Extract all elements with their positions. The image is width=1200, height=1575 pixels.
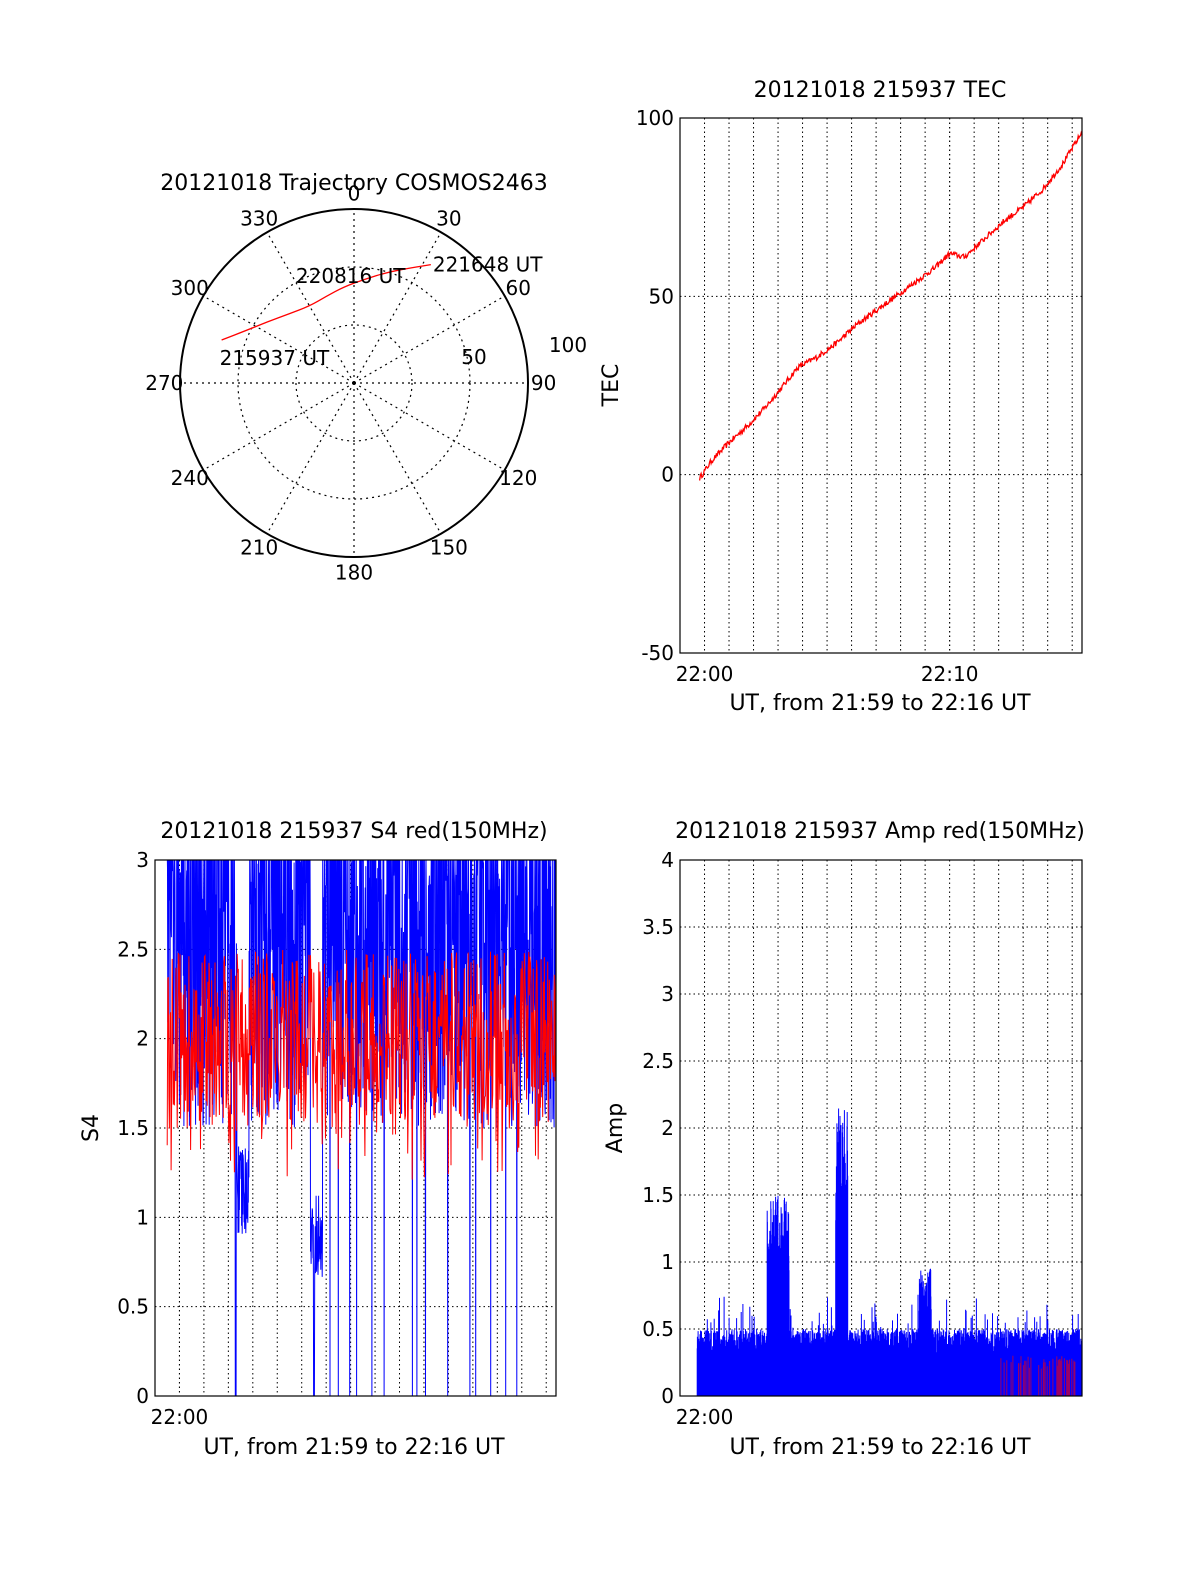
polar-ring-1 xyxy=(295,324,413,442)
polar-angle-label-210: 210 xyxy=(240,535,278,559)
polar-outer-circle xyxy=(179,208,529,558)
amp-ylabel: Amp xyxy=(603,1103,628,1153)
s4-ytick-0: 0 xyxy=(136,1384,149,1408)
polar-spoke-120 xyxy=(353,382,505,471)
amp-ytick-0: 0 xyxy=(661,1384,674,1408)
s4-title: 20121018 215937 S4 red(150MHz) xyxy=(160,819,547,844)
polar-angle-label-240: 240 xyxy=(171,466,209,490)
s4-ytick-1.5: 1.5 xyxy=(117,1116,149,1140)
amp-series-red xyxy=(1000,1355,1076,1396)
polar-angle-label-330: 330 xyxy=(240,207,278,231)
s4-ytick-2.5: 2.5 xyxy=(117,937,149,961)
tec-frame xyxy=(679,117,1083,654)
polar-angle-label-0: 0 xyxy=(348,181,361,205)
trajectory-annotation-1: 215937 UT xyxy=(220,346,330,370)
polar-spoke-30 xyxy=(353,232,442,384)
amp-xtick-2200: 22:00 xyxy=(676,1405,734,1429)
amp-title: 20121018 215937 Amp red(150MHz) xyxy=(675,819,1085,844)
s4-series-red xyxy=(166,949,556,1180)
trajectory-title: 20121018 Trajectory COSMOS2463 xyxy=(160,171,547,196)
trajectory-polar-chart: 20121018 Trajectory COSMOS2463 0 30 60 90 12… xyxy=(145,171,587,585)
amp-ytick-3.5: 3.5 xyxy=(642,915,674,939)
polar-spoke-300 xyxy=(203,295,355,384)
polar-angle-label-180: 180 xyxy=(335,561,373,585)
polar-spoke-60 xyxy=(353,295,505,384)
tec-ytick-0: 0 xyxy=(661,463,674,487)
tec-series-line xyxy=(698,130,1083,481)
amp-ytick-1.5: 1.5 xyxy=(642,1183,674,1207)
s4-ylabel: S4 xyxy=(79,1114,104,1142)
amp-ytick-2: 2 xyxy=(661,1116,674,1140)
s4-ytick-2: 2 xyxy=(136,1027,149,1051)
s4-frame xyxy=(154,859,557,1397)
amp-ytick-0.5: 0.5 xyxy=(642,1317,674,1341)
polar-angle-label-150: 150 xyxy=(430,535,468,559)
amp-series-blue xyxy=(696,1108,1083,1396)
polar-spoke-240 xyxy=(203,382,355,471)
tec-title: 20121018 215937 TEC xyxy=(754,78,1007,103)
amp-xlabel: UT, from 21:59 to 22:16 UT xyxy=(729,1435,1031,1460)
polar-spoke-210 xyxy=(266,382,355,534)
amp-chart: 20121018 215937 Amp red(150MHz) UT, from… xyxy=(603,819,1085,1460)
amp-ytick-3: 3 xyxy=(661,982,674,1006)
amp-ytick-1: 1 xyxy=(661,1250,674,1274)
s4-ytick-1: 1 xyxy=(136,1205,149,1229)
amp-ytick-2.5: 2.5 xyxy=(642,1049,674,1073)
polar-angle-label-300: 300 xyxy=(171,276,209,300)
tec-xtick-2210: 22:10 xyxy=(921,662,979,686)
s4-xtick-2200: 22:00 xyxy=(151,1405,209,1429)
polar-angle-label-270: 270 xyxy=(145,371,183,395)
trajectory-annotation-2: 220816 UT xyxy=(296,264,406,288)
s4-ytick-0.5: 0.5 xyxy=(117,1295,149,1319)
polar-radial-label-50: 50 xyxy=(461,345,486,369)
tec-chart: 20121018 215937 TEC UT, from 21:59 to 22… xyxy=(599,78,1083,716)
tec-ytick-100: 100 xyxy=(636,106,674,130)
amp-ytick-4: 4 xyxy=(661,848,674,872)
trajectory-line xyxy=(221,263,431,341)
tec-xlabel: UT, from 21:59 to 22:16 UT xyxy=(729,691,1031,716)
s4-ytick-3: 3 xyxy=(136,848,149,872)
polar-angle-label-120: 120 xyxy=(499,466,537,490)
tec-ytick--50: -50 xyxy=(641,641,674,665)
tec-ytick-50: 50 xyxy=(649,284,674,308)
polar-spoke-150 xyxy=(353,382,442,534)
polar-angle-label-90: 90 xyxy=(531,371,556,395)
polar-angle-label-30: 30 xyxy=(436,207,461,231)
tec-xtick-2200: 22:00 xyxy=(676,662,734,686)
tec-ylabel: TEC xyxy=(599,364,624,408)
s4-chart: 20121018 215937 S4 red(150MHz) UT, from … xyxy=(79,819,557,1460)
trajectory-annotation-3: 221648 UT xyxy=(433,253,543,277)
polar-radial-label-100: 100 xyxy=(549,333,587,357)
polar-angle-label-60: 60 xyxy=(506,276,531,300)
s4-series-blue xyxy=(166,860,556,1396)
s4-xlabel: UT, from 21:59 to 22:16 UT xyxy=(203,1435,505,1460)
amp-frame xyxy=(679,859,1083,1397)
polar-spoke-330 xyxy=(266,232,355,384)
